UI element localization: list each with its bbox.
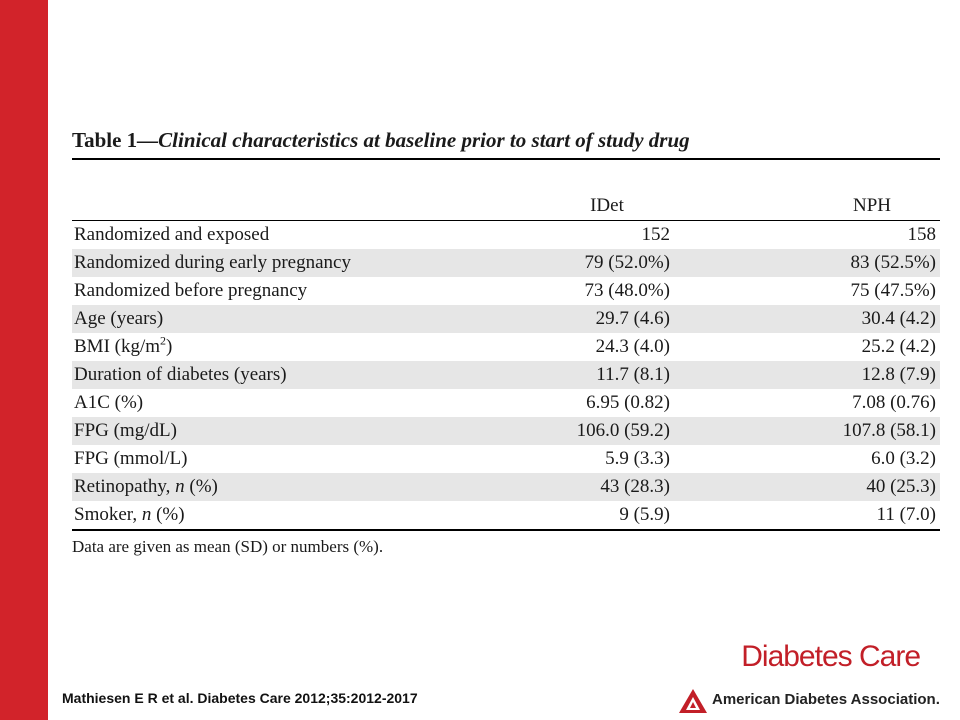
row-label-text: Smoker,	[74, 504, 142, 525]
nph-value: 12.8 (7.9)	[861, 364, 936, 385]
italic-n: n	[175, 476, 185, 497]
row-label: A1C (%)	[74, 392, 144, 413]
column-header-idet: IDet	[590, 195, 624, 216]
row-label: Age (years)	[74, 308, 164, 329]
table-row: BMI (kg/m2) 24.3 (4.0) 25.2 (4.2)	[72, 333, 940, 361]
top-rule	[72, 158, 940, 160]
table-title: Table 1—Clinical characteristics at base…	[72, 122, 940, 158]
row-label: FPG (mg/dL)	[74, 420, 177, 441]
idet-value: 9 (5.9)	[619, 504, 670, 525]
nph-value: 11 (7.0)	[876, 504, 936, 525]
clinical-characteristics-table: Table 1—Clinical characteristics at base…	[72, 122, 940, 557]
table-dash: —	[137, 128, 159, 152]
ada-triangle-icon	[679, 689, 707, 713]
row-label-suffix: )	[166, 336, 173, 357]
row-label: Randomized and exposed	[74, 224, 270, 245]
idet-value: 5.9 (3.3)	[605, 448, 670, 469]
idet-value: 24.3 (4.0)	[595, 336, 670, 357]
row-label: Smoker, n (%)	[74, 501, 185, 529]
nph-value: 75 (47.5%)	[850, 280, 936, 301]
left-accent-bar	[0, 0, 48, 720]
row-label: Retinopathy, n (%)	[74, 473, 218, 501]
table-row: Duration of diabetes (years) 11.7 (8.1) …	[72, 361, 940, 389]
nph-value: 7.08 (0.76)	[852, 392, 936, 413]
table-header: IDet NPH	[72, 160, 940, 220]
row-label: Randomized before pregnancy	[74, 280, 308, 301]
table-row: Smoker, n (%) 9 (5.9) 11 (7.0)	[72, 501, 940, 529]
nph-value: 6.0 (3.2)	[871, 448, 936, 469]
table-row: FPG (mg/dL) 106.0 (59.2) 107.8 (58.1)	[72, 417, 940, 445]
idet-value: 152	[641, 224, 671, 245]
column-header-nph: NPH	[852, 195, 891, 216]
nph-value: 107.8 (58.1)	[842, 420, 936, 441]
bottom-rule	[72, 529, 940, 531]
idet-value: 43 (28.3)	[600, 476, 670, 497]
nph-value: 40 (25.3)	[866, 476, 936, 497]
nph-value: 83 (52.5%)	[850, 252, 936, 273]
row-label: Duration of diabetes (years)	[74, 364, 287, 385]
header-rule	[72, 220, 940, 221]
idet-value: 11.7 (8.1)	[596, 364, 670, 385]
nph-value: 30.4 (4.2)	[861, 308, 936, 329]
table-row: Randomized and exposed 152 158	[72, 221, 940, 249]
row-label: Randomized during early pregnancy	[74, 252, 351, 273]
table-row: Randomized before pregnancy 73 (48.0%) 7…	[72, 277, 940, 305]
idet-value: 73 (48.0%)	[584, 280, 670, 301]
superscript: 2	[160, 333, 167, 348]
table-row: Age (years) 29.7 (4.6) 30.4 (4.2)	[72, 305, 940, 333]
journal-logo: Diabetes Care	[741, 640, 921, 673]
table-body: Randomized and exposed 152 158 Randomize…	[72, 221, 940, 529]
citation: Mathiesen E R et al. Diabetes Care 2012;…	[62, 690, 418, 706]
idet-value: 79 (52.0%)	[584, 252, 670, 273]
idet-value: 29.7 (4.6)	[595, 308, 670, 329]
nph-value: 25.2 (4.2)	[861, 336, 936, 357]
table-footnote: Data are given as mean (SD) or numbers (…	[72, 537, 384, 556]
table-row: Randomized during early pregnancy 79 (52…	[72, 249, 940, 277]
row-label-text: BMI (kg/m	[74, 336, 161, 357]
row-label: FPG (mmol/L)	[74, 448, 188, 469]
table-row: A1C (%) 6.95 (0.82) 7.08 (0.76)	[72, 389, 940, 417]
idet-value: 106.0 (59.2)	[576, 420, 670, 441]
table-label: Table 1	[72, 128, 138, 152]
table-row: FPG (mmol/L) 5.9 (3.3) 6.0 (3.2)	[72, 445, 940, 473]
row-label-suffix: (%)	[151, 504, 185, 525]
nph-value: 158	[907, 224, 937, 245]
italic-n: n	[141, 504, 152, 525]
publisher-name: American Diabetes Association.	[712, 691, 940, 708]
table-row: Retinopathy, n (%) 43 (28.3) 40 (25.3)	[72, 473, 940, 501]
table-caption: Clinical characteristics at baseline pri…	[158, 128, 690, 152]
row-label: BMI (kg/m2)	[74, 333, 172, 361]
publisher-logo: American Diabetes Association.	[678, 688, 958, 718]
row-label-suffix: (%)	[184, 476, 218, 497]
row-label-text: Retinopathy,	[74, 476, 176, 497]
idet-value: 6.95 (0.82)	[586, 392, 670, 413]
